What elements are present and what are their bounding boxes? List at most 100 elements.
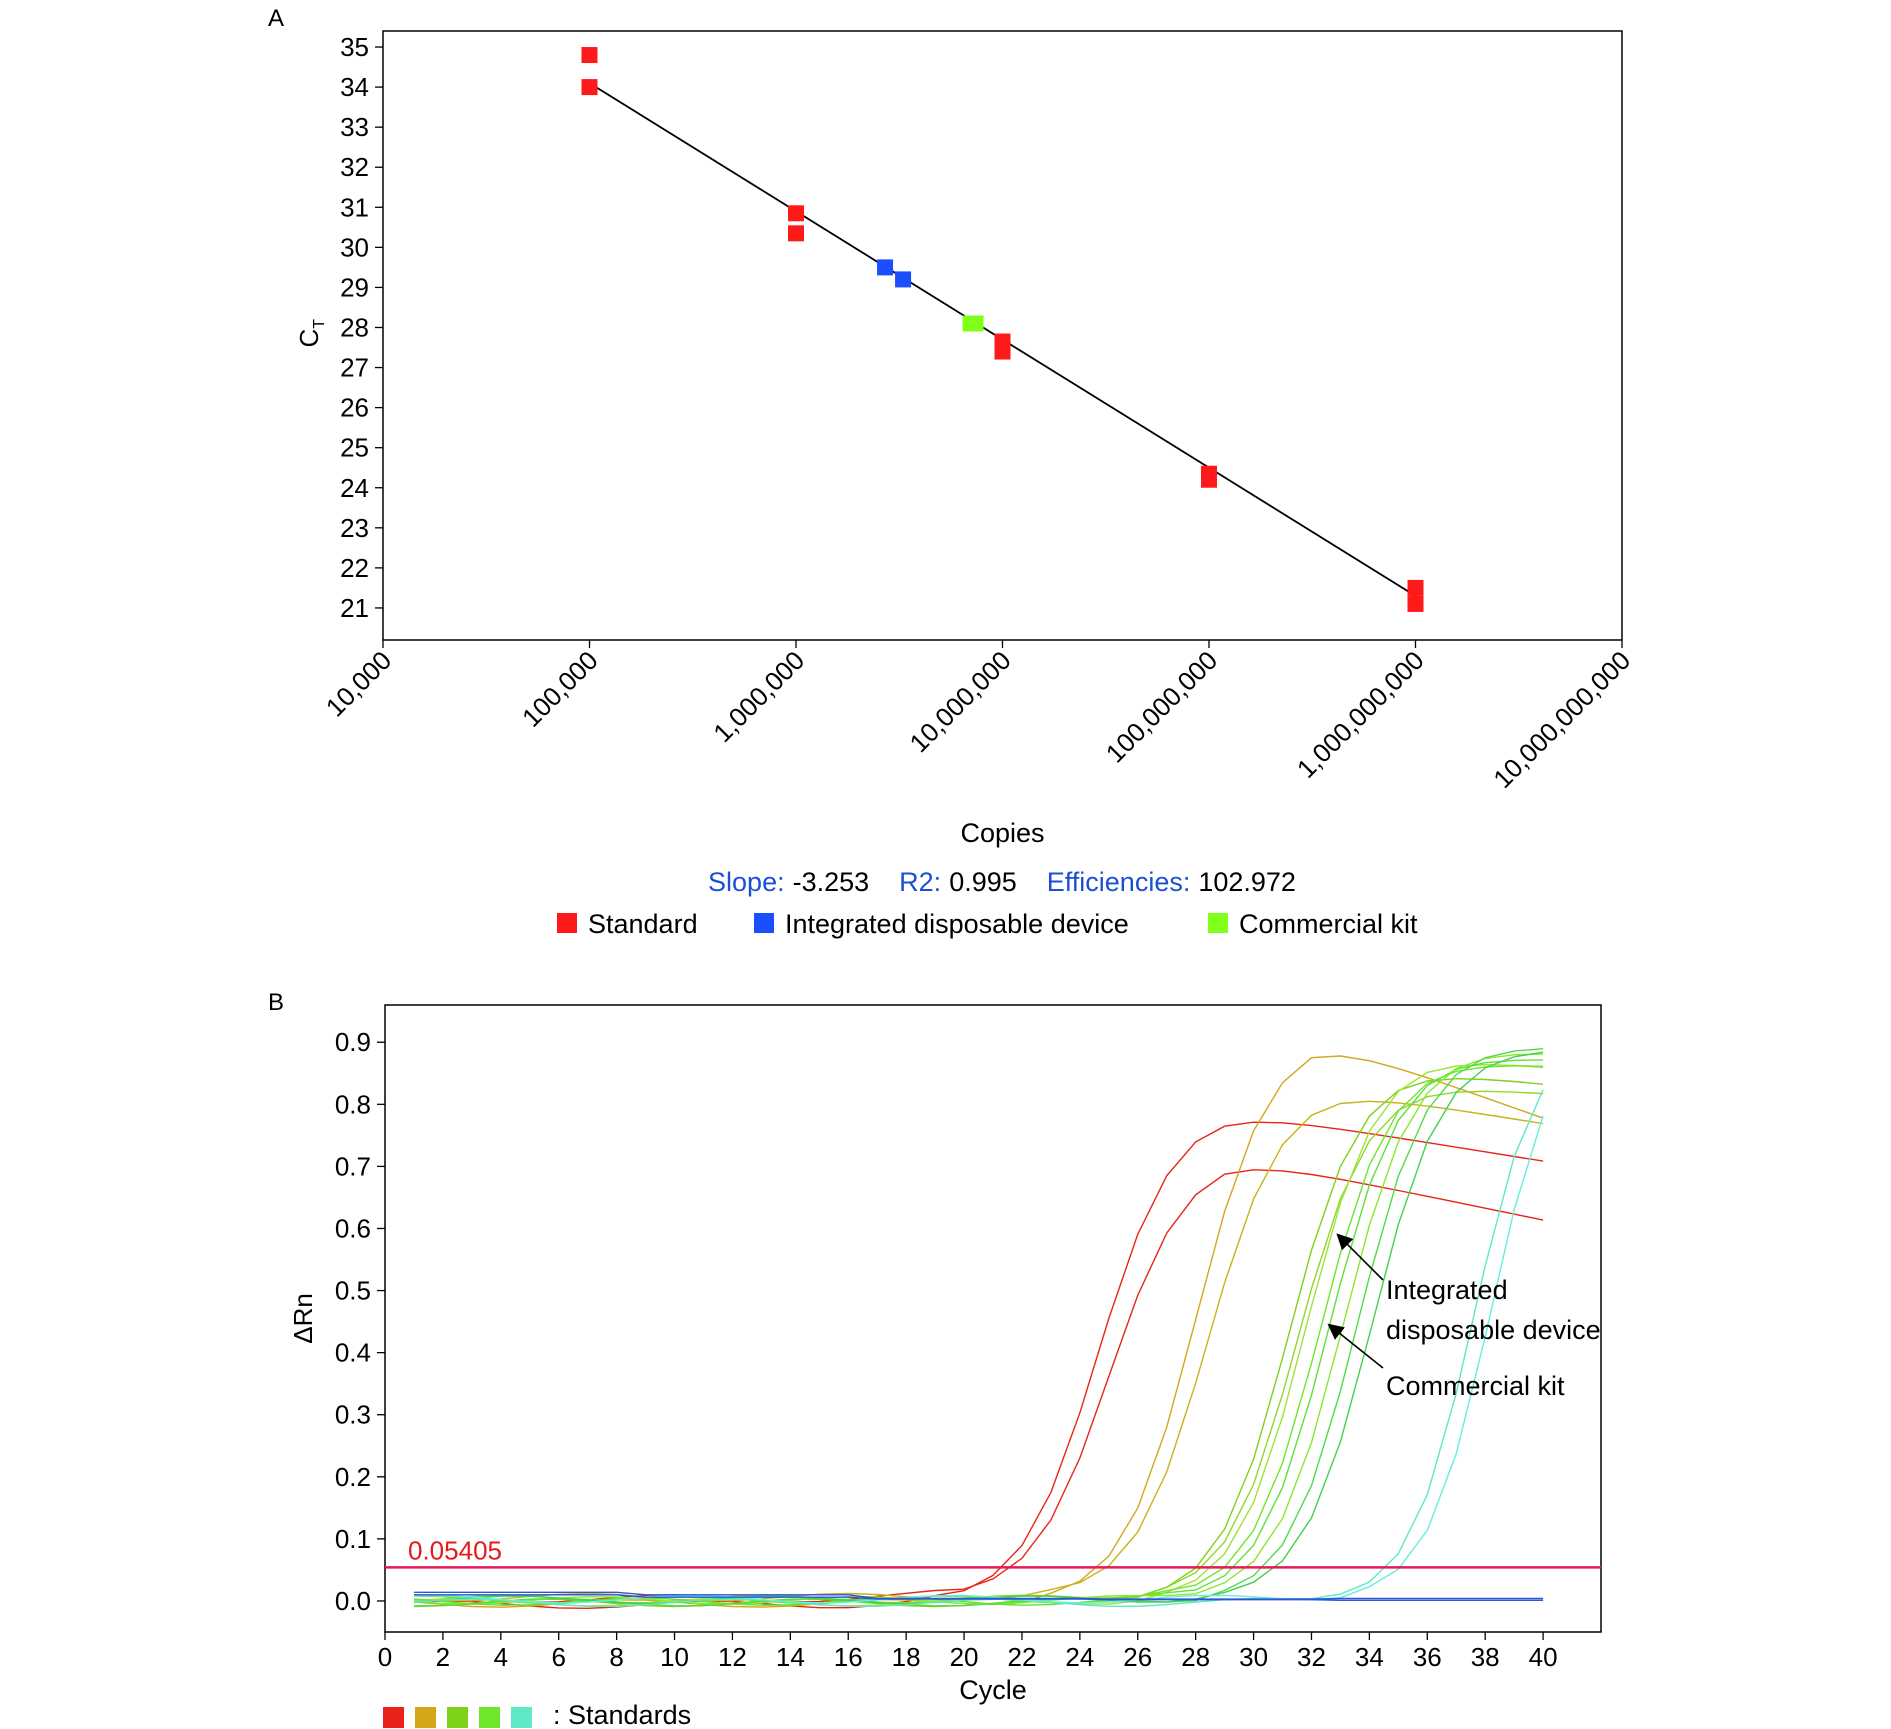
data-point bbox=[1407, 595, 1424, 612]
standards-label: : Standards bbox=[553, 1700, 691, 1729]
amplification-curve bbox=[414, 1594, 1544, 1602]
fit-stats: Slope: -3.253 R2: 0.995 Efficiencies: 102.972 bbox=[708, 867, 1296, 897]
amplification-curve bbox=[413, 1048, 1544, 1607]
standards-swatch bbox=[479, 1707, 500, 1728]
legend-label: Commercial kit bbox=[1239, 909, 1418, 939]
amplification-curve bbox=[413, 1063, 1544, 1607]
x-tick-label-a: 10,000,000,000 bbox=[1487, 645, 1636, 794]
x-tick-label-b: 0 bbox=[378, 1642, 392, 1672]
panel-label-b: B bbox=[268, 989, 284, 1016]
annotation-label: Integrated bbox=[1386, 1275, 1508, 1305]
data-point bbox=[994, 343, 1011, 360]
y-axis-label-a: CT bbox=[294, 319, 328, 348]
data-point bbox=[895, 271, 912, 288]
annotation-arrow bbox=[1336, 1233, 1384, 1281]
y-tick-label-a: 22 bbox=[340, 553, 369, 583]
y-tick-label-a: 24 bbox=[340, 473, 369, 503]
panel-label-a: A bbox=[268, 5, 284, 32]
standards-swatch bbox=[415, 1707, 436, 1728]
x-tick-label-b: 40 bbox=[1529, 1642, 1558, 1672]
data-point bbox=[788, 225, 804, 242]
x-axis-label-a: Copies bbox=[960, 818, 1044, 848]
legend-swatch bbox=[754, 913, 774, 933]
data-point bbox=[581, 47, 598, 64]
standards-swatch bbox=[511, 1707, 532, 1728]
y-tick-label-b: 0.8 bbox=[335, 1089, 371, 1119]
amplification-curve bbox=[413, 1059, 1544, 1606]
x-tick-label-b: 38 bbox=[1471, 1642, 1500, 1672]
y-tick-label-b: 0.7 bbox=[335, 1151, 371, 1181]
x-tick-label-a: 1,000,000,000 bbox=[1291, 645, 1430, 784]
x-tick-label-a: 10,000 bbox=[320, 645, 397, 722]
x-tick-label-a: 100,000,000 bbox=[1100, 645, 1223, 768]
x-tick-label-a: 100,000 bbox=[516, 645, 604, 733]
y-tick-label-a: 21 bbox=[340, 593, 369, 623]
amplification-curve bbox=[413, 1055, 1544, 1608]
amplification-curve bbox=[413, 1090, 1544, 1604]
y-tick-label-a: 27 bbox=[340, 353, 369, 383]
threshold-label: 0.05405 bbox=[408, 1535, 502, 1565]
legend-swatch bbox=[557, 913, 577, 933]
annotation-label: Commercial kit bbox=[1386, 1371, 1565, 1401]
y-tick-label-a: 26 bbox=[340, 393, 369, 423]
x-tick-label-b: 10 bbox=[660, 1642, 689, 1672]
amplification-curve bbox=[413, 1053, 1544, 1605]
x-tick-label-b: 8 bbox=[609, 1642, 623, 1672]
y-tick-label-b: 0.3 bbox=[335, 1400, 371, 1430]
data-point bbox=[877, 259, 894, 276]
panel-a: A 21 22 23 24 25 26 27 28 29 30 31 32 33 34 35 10,000 100… bbox=[268, 5, 1636, 939]
x-axis-label-b: Cycle bbox=[959, 1675, 1027, 1705]
y-tick-label-b: 0.5 bbox=[335, 1276, 371, 1306]
annotation-arrow bbox=[1327, 1323, 1384, 1369]
y-tick-label-a: 32 bbox=[340, 152, 369, 182]
x-tick-label-a: 10,000,000 bbox=[904, 645, 1017, 758]
x-tick-label-b: 16 bbox=[834, 1642, 863, 1672]
x-tick-label-b: 24 bbox=[1065, 1642, 1094, 1672]
y-tick-label-a: 30 bbox=[340, 232, 369, 262]
y-tick-label-a: 25 bbox=[340, 433, 369, 463]
x-tick-label-a: 1,000,000 bbox=[707, 645, 810, 748]
amplification-curve bbox=[413, 1065, 1544, 1605]
y-tick-label-b: 0.1 bbox=[335, 1524, 371, 1554]
y-tick-label-a: 29 bbox=[340, 272, 369, 302]
y-tick-label-b: 0.6 bbox=[335, 1213, 371, 1243]
y-tick-label-b: 0.4 bbox=[335, 1338, 371, 1368]
y-axis-label-b: ΔRn bbox=[288, 1293, 318, 1344]
y-tick-label-a: 35 bbox=[340, 32, 369, 62]
x-tick-label-b: 4 bbox=[494, 1642, 508, 1672]
standards-swatch bbox=[447, 1707, 468, 1728]
data-point bbox=[581, 79, 598, 96]
data-point bbox=[967, 315, 984, 332]
x-tick-label-b: 18 bbox=[892, 1642, 921, 1672]
x-tick-label-b: 20 bbox=[950, 1642, 979, 1672]
plot-frame-b bbox=[384, 1004, 1602, 1633]
y-tick-label-a: 23 bbox=[340, 513, 369, 543]
amplification-curve bbox=[413, 1121, 1544, 1610]
annotation-label: disposable device bbox=[1386, 1315, 1601, 1345]
standards-swatch bbox=[383, 1707, 404, 1728]
legend-label: Standard bbox=[588, 909, 698, 939]
x-tick-label-b: 30 bbox=[1239, 1642, 1268, 1672]
x-tick-label-b: 36 bbox=[1413, 1642, 1442, 1672]
y-tick-label-b: 0.2 bbox=[335, 1462, 371, 1492]
x-tick-label-b: 32 bbox=[1297, 1642, 1326, 1672]
x-tick-label-b: 34 bbox=[1355, 1642, 1384, 1672]
amplification-curve bbox=[413, 1169, 1544, 1603]
data-point bbox=[1201, 471, 1217, 488]
legend-swatch bbox=[1208, 913, 1228, 933]
y-tick-label-a: 33 bbox=[340, 112, 369, 142]
x-tick-label-b: 14 bbox=[776, 1642, 805, 1672]
x-tick-label-b: 12 bbox=[718, 1642, 747, 1672]
amplification-curve bbox=[413, 1089, 1544, 1608]
x-tick-label-b: 6 bbox=[551, 1642, 565, 1672]
x-tick-label-b: 28 bbox=[1181, 1642, 1210, 1672]
x-tick-label-b: 22 bbox=[1007, 1642, 1036, 1672]
y-tick-label-a: 28 bbox=[340, 312, 369, 342]
data-point bbox=[1407, 579, 1424, 596]
panel-b: B0.00.10.20.30.40.50.60.70.80.90 2 4 6 8 10 12… bbox=[268, 989, 1602, 1729]
data-point bbox=[788, 205, 804, 222]
y-tick-label-b: 0.0 bbox=[335, 1586, 371, 1616]
legend-label: Integrated disposable device bbox=[785, 909, 1129, 939]
x-tick-label-b: 2 bbox=[436, 1642, 450, 1672]
